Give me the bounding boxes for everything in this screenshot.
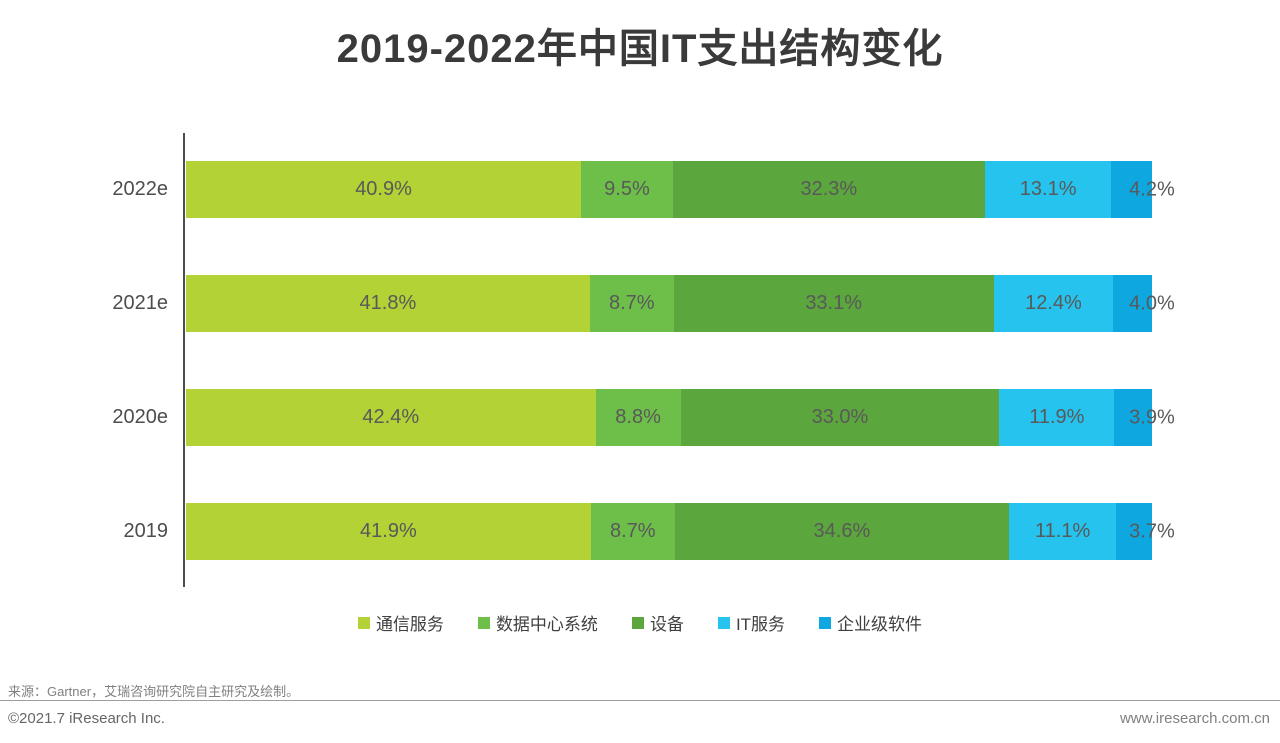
legend-swatch-icon	[631, 616, 644, 629]
bar-segment: 12.4%	[993, 275, 1114, 332]
value-label: 4.2%	[1129, 178, 1175, 200]
legend-item: IT服务	[717, 610, 786, 635]
value-label: 3.7%	[1129, 520, 1175, 542]
value-label: 40.9%	[355, 178, 412, 200]
bar-segment: 9.5%	[581, 161, 673, 218]
category-label: 2019	[123, 520, 169, 542]
bar-segment: 11.9%	[999, 389, 1115, 446]
legend-item: 数据中心系统	[477, 610, 598, 635]
bar-segment: 3.7%	[1116, 503, 1175, 560]
legend-label: 设备	[649, 615, 684, 634]
website-link[interactable]: www.iresearch.com.cn	[1119, 710, 1270, 727]
bar-segment: 33.1%	[673, 275, 994, 332]
category-label: 2022e	[112, 178, 168, 200]
bar-segment: 41.8%	[186, 275, 590, 332]
value-label: 9.5%	[604, 178, 650, 200]
legend-item: 通信服务	[357, 610, 444, 635]
category-label: 2021e	[112, 292, 168, 314]
bar-segment: 33.0%	[680, 389, 1000, 446]
legend-label: IT服务	[735, 615, 786, 634]
value-label: 33.1%	[805, 292, 863, 314]
value-label: 12.4%	[1025, 292, 1082, 314]
stacked-bar: 42.4% 8.8% 33.0% 11.9% 3.9%	[186, 389, 1175, 446]
value-label: 8.8%	[615, 406, 661, 428]
bar-segment: 34.6%	[674, 503, 1010, 560]
value-label: 32.3%	[800, 178, 858, 200]
bar-segment: 3.9%	[1114, 389, 1175, 446]
legend: 通信服务 数据中心系统 设备 IT服务 企业级软件	[0, 610, 1280, 635]
legend-swatch-icon	[717, 616, 730, 629]
legend-label: 通信服务	[375, 615, 444, 634]
value-label: 33.0%	[811, 406, 869, 428]
value-label: 3.9%	[1129, 406, 1175, 428]
bar-segment: 42.4%	[186, 389, 596, 446]
value-label: 34.6%	[813, 520, 871, 542]
copyright-text: ©2021.7 iResearch Inc.	[8, 710, 165, 727]
value-label: 11.1%	[1035, 520, 1091, 542]
legend-swatch-icon	[477, 616, 490, 629]
stacked-bar: 40.9% 9.5% 32.3% 13.1% 4.2%	[186, 161, 1175, 218]
value-label: 4.0%	[1129, 292, 1175, 314]
bar-segment: 4.2%	[1111, 161, 1175, 218]
bar-segment: 13.1%	[984, 161, 1112, 218]
legend-label: 企业级软件	[837, 615, 923, 634]
bar-row-2021e: 2021e 41.8% 8.7% 33.1% 12.4% 4.0%	[112, 275, 1175, 332]
chart-title: 2019-2022年中国IT支出结构变化	[336, 27, 944, 71]
bar-segment: 11.1%	[1009, 503, 1117, 560]
legend-item: 企业级软件	[819, 610, 922, 635]
footer-divider	[0, 700, 1280, 701]
bar-row-2020e: 2020e 42.4% 8.8% 33.0% 11.9% 3.9%	[112, 389, 1175, 446]
value-label: 11.9%	[1029, 406, 1085, 428]
bar-row-2019: 2019 41.9% 8.7% 34.6% 11.1% 3.7%	[124, 503, 1175, 560]
y-axis-line	[183, 133, 185, 587]
bar-row-2022e: 2022e 40.9% 9.5% 32.3% 13.1% 4.2%	[112, 161, 1175, 218]
bar-segment: 41.9%	[186, 503, 591, 560]
value-label: 13.1%	[1019, 178, 1077, 200]
bar-segment: 40.9%	[186, 161, 582, 218]
stacked-bar: 41.9% 8.7% 34.6% 11.1% 3.7%	[186, 503, 1175, 560]
bar-segment: 4.0%	[1113, 275, 1175, 332]
legend-swatch-icon	[357, 616, 370, 629]
bar-segment: 8.8%	[595, 389, 681, 446]
value-label: 41.8%	[359, 292, 417, 314]
bar-segment: 32.3%	[672, 161, 985, 218]
bar-segment: 8.7%	[590, 503, 675, 560]
legend-item: 设备	[631, 610, 684, 635]
value-label: 8.7%	[609, 292, 655, 314]
legend-swatch-icon	[819, 616, 832, 629]
legend-label: 数据中心系统	[495, 615, 598, 634]
value-label: 8.7%	[609, 520, 656, 542]
stacked-bar: 41.8% 8.7% 33.1% 12.4% 4.0%	[186, 275, 1175, 332]
bar-segment: 8.7%	[589, 275, 674, 332]
source-note: 来源：Gartner，艾瑞咨询研究院自主研究及绘制。	[8, 684, 300, 699]
category-label: 2020e	[112, 406, 168, 428]
value-label: 41.9%	[360, 520, 417, 542]
value-label: 42.4%	[362, 406, 420, 428]
